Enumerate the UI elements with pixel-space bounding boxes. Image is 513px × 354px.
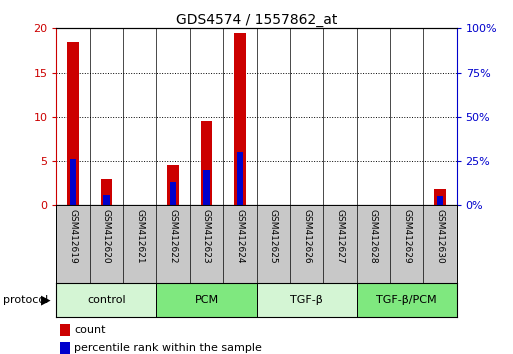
Text: GSM412624: GSM412624 [235,209,244,264]
Bar [156,283,256,317]
Bar [236,152,243,205]
Text: ▶: ▶ [42,293,51,307]
Text: TGF-β: TGF-β [290,295,323,305]
Text: count: count [74,325,106,335]
Text: GSM412630: GSM412630 [436,209,444,264]
Bar [101,179,112,205]
Title: GDS4574 / 1557862_at: GDS4574 / 1557862_at [176,13,337,27]
Text: GSM412621: GSM412621 [135,209,144,264]
Text: GSM412629: GSM412629 [402,209,411,264]
Bar [67,42,79,205]
Bar [234,33,246,205]
Text: protocol: protocol [3,295,48,305]
Text: GSM412620: GSM412620 [102,209,111,264]
Bar [203,170,210,205]
Text: percentile rank within the sample: percentile rank within the sample [74,343,262,353]
Text: GSM412628: GSM412628 [369,209,378,264]
Bar [434,189,446,205]
Text: GSM412625: GSM412625 [269,209,278,264]
Text: TGF-β/PCM: TGF-β/PCM [376,295,437,305]
Text: control: control [87,295,126,305]
Bar [357,283,457,317]
Text: GSM412627: GSM412627 [336,209,344,264]
Bar [61,324,70,336]
Bar [170,182,176,205]
Text: PCM: PCM [194,295,219,305]
Text: GSM412623: GSM412623 [202,209,211,264]
Bar [167,166,179,205]
Bar [103,195,110,205]
Bar [201,121,212,205]
Text: GSM412622: GSM412622 [169,209,177,264]
Bar [256,283,357,317]
Bar [70,159,76,205]
Bar [61,342,70,354]
Bar [437,196,443,205]
Text: GSM412619: GSM412619 [69,209,77,264]
Bar [56,283,156,317]
Text: GSM412626: GSM412626 [302,209,311,264]
